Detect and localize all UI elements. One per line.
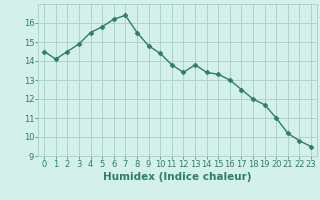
X-axis label: Humidex (Indice chaleur): Humidex (Indice chaleur) bbox=[103, 172, 252, 182]
